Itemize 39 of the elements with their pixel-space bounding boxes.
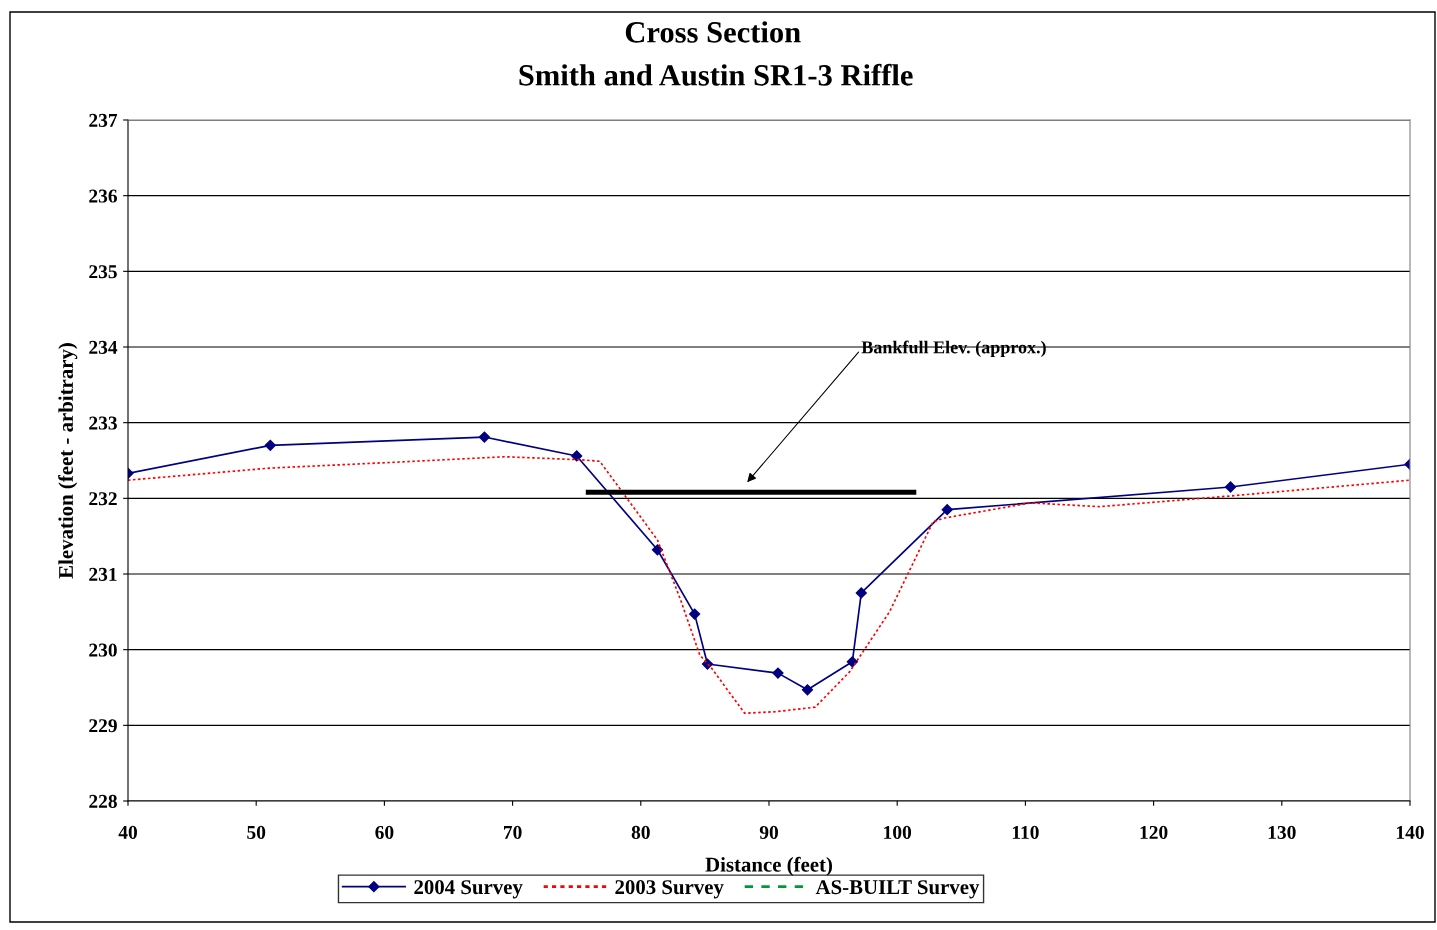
y-tick-label: 229 bbox=[89, 719, 117, 733]
x-tick-label: 60 bbox=[375, 825, 394, 839]
legend-label: 2004 Survey bbox=[414, 880, 523, 899]
x-tick-label: 100 bbox=[884, 825, 912, 839]
y-tick-label: 237 bbox=[89, 113, 118, 127]
point bbox=[478, 431, 491, 443]
chart-title: Cross Section Smith and Austin SR1-3 Riffle bbox=[519, 21, 913, 86]
x-tick-label: 50 bbox=[247, 825, 266, 839]
point bbox=[1224, 481, 1237, 493]
point bbox=[651, 544, 664, 556]
x-tick-label: 130 bbox=[1268, 825, 1296, 839]
legend-label: AS-BUILT Survey bbox=[815, 880, 980, 899]
y-tick-label: 230 bbox=[89, 643, 117, 657]
point bbox=[571, 450, 583, 462]
y-axis-title: Elevation (feet - arbitrary) bbox=[58, 343, 78, 579]
annotation: Bankfull Elev. (approx.) bbox=[861, 340, 1046, 358]
x-tick-label: 90 bbox=[759, 825, 778, 839]
point bbox=[855, 587, 867, 599]
x-tick-label: 70 bbox=[503, 825, 522, 839]
y-tick-label: 232 bbox=[89, 492, 117, 506]
point bbox=[689, 608, 701, 620]
x-tick-label: 140 bbox=[1396, 825, 1424, 839]
y-tick-label: 233 bbox=[89, 416, 117, 430]
point bbox=[846, 656, 858, 668]
point bbox=[941, 504, 953, 516]
point bbox=[264, 439, 276, 451]
x-tick-label: 120 bbox=[1140, 825, 1168, 839]
point bbox=[801, 684, 814, 696]
y-tick-label: 228 bbox=[89, 794, 117, 808]
y-tick-label: 234 bbox=[89, 340, 118, 354]
y-tick-label: 235 bbox=[89, 265, 117, 279]
x-tick-label: 110 bbox=[1012, 825, 1039, 839]
y-tick-label: 236 bbox=[89, 189, 118, 203]
point bbox=[772, 667, 784, 679]
legend-label: 2003 Survey bbox=[615, 880, 724, 899]
x-axis-title: Distance (feet) bbox=[705, 856, 832, 876]
x-tick-label: 40 bbox=[118, 825, 137, 839]
x-tick-label: 80 bbox=[631, 825, 650, 839]
y-tick-label: 231 bbox=[89, 567, 117, 581]
